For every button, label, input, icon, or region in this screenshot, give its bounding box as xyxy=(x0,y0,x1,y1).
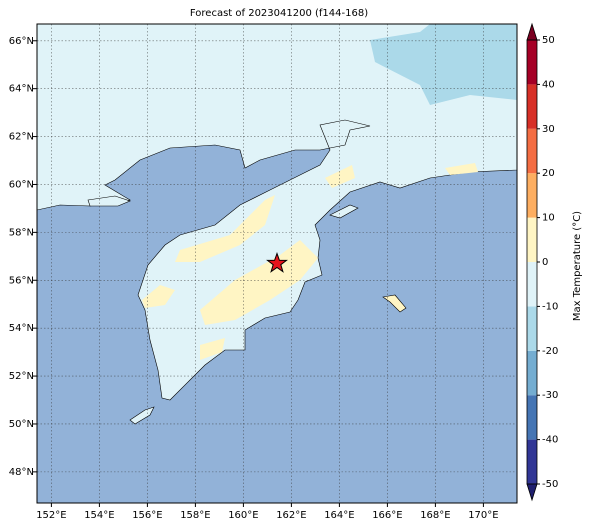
y-tick-label: 56°N xyxy=(9,275,34,286)
colorbar-tick-label: 50 xyxy=(542,35,555,46)
x-tick-label: 152°E xyxy=(36,510,66,521)
y-tick-label: 52°N xyxy=(9,371,34,382)
map-area xyxy=(37,24,517,503)
y-tick-label: 62°N xyxy=(9,132,34,143)
y-tick-label: 64°N xyxy=(9,84,34,95)
colorbar-segment xyxy=(527,395,537,440)
colorbar-tick-label: -20 xyxy=(542,346,558,357)
warm-region xyxy=(200,338,225,360)
colorbar-tick-label: -50 xyxy=(542,479,558,490)
y-tick-label: 54°N xyxy=(9,323,34,334)
island xyxy=(87,195,131,207)
x-tick-label: 160°E xyxy=(228,510,258,521)
x-tick-label: 166°E xyxy=(372,510,402,521)
colorbar-tick-label: -30 xyxy=(542,390,558,401)
colorbar-segment xyxy=(527,262,537,307)
colorbar-tick-label: 0 xyxy=(542,257,548,268)
colorbar-segment xyxy=(527,439,537,484)
colorbar-segment xyxy=(527,40,537,85)
colorbar-label: Max Temperature (°C) xyxy=(572,211,583,321)
warm-region xyxy=(200,240,318,325)
location-marker xyxy=(266,251,288,273)
island xyxy=(329,204,359,219)
map-title: Forecast of 2023041200 (f144-168) xyxy=(190,8,368,19)
x-tick-label: 168°E xyxy=(420,510,450,521)
cold-region xyxy=(370,24,517,105)
x-tick-label: 164°E xyxy=(324,510,354,521)
y-tick-label: 60°N xyxy=(9,179,34,190)
colorbar-segment xyxy=(527,306,537,351)
warm-region xyxy=(142,285,175,308)
x-tick-label: 154°E xyxy=(84,510,114,521)
colorbar-segment xyxy=(527,84,537,129)
colorbar-tick-label: -10 xyxy=(542,301,558,312)
warm-region xyxy=(175,195,275,262)
warm-region xyxy=(325,165,355,188)
x-tick-label: 156°E xyxy=(132,510,162,521)
colorbar-segment xyxy=(527,350,537,396)
colorbar-segment xyxy=(527,217,537,262)
map-frame xyxy=(36,23,518,504)
colorbar-tick-label: 20 xyxy=(542,168,555,179)
colorbar-tick-label: 30 xyxy=(542,124,555,135)
island xyxy=(129,406,155,425)
y-tick-label: 50°N xyxy=(9,419,34,430)
x-tick-label: 162°E xyxy=(276,510,306,521)
colorbar-extend xyxy=(526,22,538,41)
warm-region xyxy=(445,163,478,175)
y-tick-label: 66°N xyxy=(9,36,34,47)
y-tick-label: 48°N xyxy=(9,467,34,478)
colorbar-segment xyxy=(527,128,537,174)
colorbar-segment xyxy=(527,173,537,218)
x-tick-label: 158°E xyxy=(180,510,210,521)
colorbar-tick-label: -40 xyxy=(542,435,558,446)
y-tick-label: 58°N xyxy=(9,227,34,238)
grid xyxy=(37,24,517,503)
island xyxy=(382,294,407,313)
colorbar-tick-label: 10 xyxy=(542,213,555,224)
colorbar-extend xyxy=(526,483,538,502)
x-tick-label: 170°E xyxy=(468,510,498,521)
colorbar-tick-label: 40 xyxy=(542,79,555,90)
